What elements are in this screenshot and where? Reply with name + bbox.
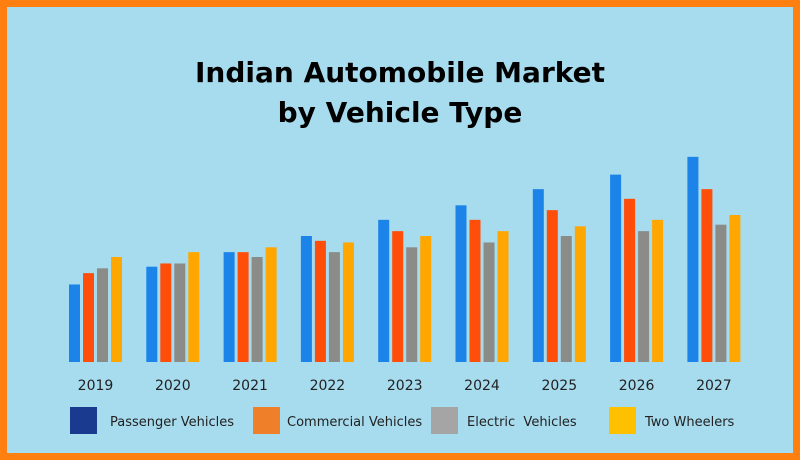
bar-passenger-vehicles-2027 — [687, 156, 699, 362]
bar-commercial-vehicles-2025 — [546, 210, 558, 362]
bar-electric-vehicles-2025 — [560, 236, 572, 362]
chart-title-line-2: by Vehicle Type — [277, 96, 523, 129]
bar-two-wheelers-2023 — [420, 236, 432, 362]
x-tick-label: 2024 — [464, 378, 500, 394]
bar-passenger-vehicles-2019 — [69, 284, 80, 362]
legend-label: Two Wheelers — [644, 415, 735, 430]
bar-commercial-vehicles-2023 — [392, 231, 404, 362]
bar-two-wheelers-2022 — [342, 242, 354, 362]
x-tick-label: 2022 — [310, 378, 346, 394]
bar-passenger-vehicles-2020 — [146, 266, 158, 362]
bar-electric-vehicles-2022 — [328, 252, 340, 362]
legend-label: Electric Vehicles — [467, 415, 577, 430]
legend-swatch-passenger-vehicles — [70, 407, 97, 434]
bar-two-wheelers-2024 — [497, 231, 509, 362]
bar-electric-vehicles-2019 — [97, 268, 108, 362]
bar-commercial-vehicles-2021 — [237, 252, 249, 362]
x-tick-label: 2021 — [232, 378, 268, 394]
bar-passenger-vehicles-2026 — [610, 174, 622, 362]
x-tick-label: 2023 — [387, 378, 423, 394]
bar-commercial-vehicles-2019 — [83, 273, 94, 362]
bar-electric-vehicles-2027 — [715, 224, 727, 362]
x-tick-label: 2019 — [78, 378, 114, 394]
bar-passenger-vehicles-2022 — [300, 236, 312, 362]
bar-passenger-vehicles-2021 — [223, 252, 235, 362]
bar-commercial-vehicles-2022 — [314, 240, 326, 362]
bar-passenger-vehicles-2025 — [532, 189, 544, 362]
legend-label: Commercial Vehicles — [287, 415, 422, 430]
bar-two-wheelers-2026 — [652, 219, 664, 362]
bar-electric-vehicles-2023 — [406, 247, 418, 362]
x-tick-label: 2027 — [696, 378, 732, 394]
bar-electric-vehicles-2020 — [174, 263, 186, 362]
bar-two-wheelers-2027 — [729, 215, 741, 362]
bar-electric-vehicles-2021 — [251, 257, 263, 362]
chart-title-line-1: Indian Automobile Market — [195, 56, 605, 89]
bar-two-wheelers-2021 — [265, 247, 277, 362]
bar-two-wheelers-2019 — [111, 257, 122, 362]
bar-two-wheelers-2025 — [574, 226, 586, 362]
bar-commercial-vehicles-2024 — [469, 219, 481, 362]
bar-commercial-vehicles-2027 — [701, 189, 713, 362]
legend-label: Passenger Vehicles — [110, 415, 234, 430]
bar-electric-vehicles-2026 — [638, 231, 650, 362]
chart-title: Indian Automobile Market by Vehicle Type — [7, 53, 793, 133]
bar-commercial-vehicles-2026 — [624, 198, 636, 362]
x-tick-label: 2020 — [155, 378, 191, 394]
x-tick-label: 2026 — [619, 378, 655, 394]
bar-passenger-vehicles-2023 — [378, 219, 390, 362]
legend-swatch-commercial-vehicles — [253, 407, 280, 434]
legend-swatch-two-wheelers — [609, 407, 636, 434]
bar-two-wheelers-2020 — [188, 252, 200, 362]
bar-electric-vehicles-2024 — [483, 242, 495, 362]
bar-commercial-vehicles-2020 — [160, 263, 172, 362]
x-tick-label: 2025 — [541, 378, 577, 394]
bar-passenger-vehicles-2024 — [455, 205, 467, 362]
legend-swatch-electric-vehicles — [431, 407, 458, 434]
